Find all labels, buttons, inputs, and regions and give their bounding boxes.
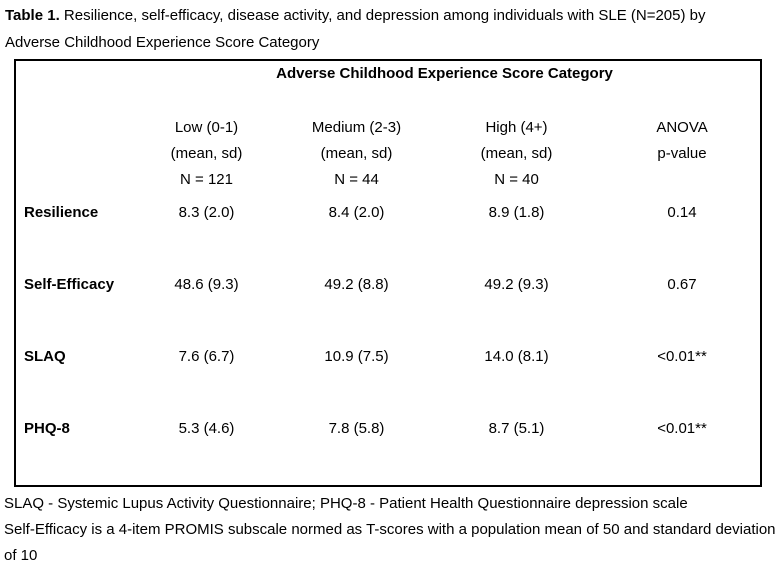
row-label-resilience: Resilience [24, 204, 99, 221]
row-label-slaq: SLAQ [24, 348, 66, 365]
phq8-high-value: 8.7 (5.1) [488, 420, 545, 437]
table-caption-line2: Adverse Childhood Experience Score Categ… [5, 34, 320, 51]
slaq-medium-value: 10.9 (7.5) [324, 348, 389, 365]
column-header-medium-line3: N = 44 [334, 171, 379, 188]
column-header-row: Low (0-1) (mean, sd) N = 121 Medium (2-3… [16, 113, 760, 197]
table-caption-line1: Resilience, self-efficacy, disease activ… [63, 7, 706, 24]
column-header-low: Low (0-1) (mean, sd) N = 121 [129, 113, 284, 197]
column-header-low-line2: (mean, sd) [170, 145, 243, 162]
self-efficacy-pvalue: 0.67 [667, 276, 697, 293]
column-header-high-line1: High (4+) [485, 119, 548, 136]
column-header-low-line3: N = 121 [180, 171, 233, 188]
table-row-slaq: SLAQ 7.6 (6.7) 10.9 (7.5) 14.0 (8.1) <0.… [16, 341, 760, 413]
resilience-medium-value: 8.4 (2.0) [328, 204, 385, 221]
column-header-low-line1: Low (0-1) [174, 119, 239, 136]
column-header-medium-line1: Medium (2-3) [311, 119, 402, 136]
row-label-self-efficacy: Self-Efficacy [24, 276, 115, 293]
column-header-high: High (4+) (mean, sd) N = 40 [429, 113, 604, 197]
table-border-box: Adverse Childhood Experience Score Categ… [14, 59, 762, 487]
span-header-spacer-cell [16, 61, 129, 113]
slaq-low-value: 7.6 (6.7) [178, 348, 235, 365]
stats-table: Adverse Childhood Experience Score Categ… [16, 61, 760, 485]
row-label-phq8: PHQ-8 [24, 420, 70, 437]
table-caption: Table 1. Resilience, self-efficacy, dise… [5, 2, 777, 56]
resilience-pvalue: 0.14 [667, 204, 697, 221]
slaq-high-value: 14.0 (8.1) [484, 348, 549, 365]
table-row-self-efficacy: Self-Efficacy 48.6 (9.3) 49.2 (8.8) 49.2… [16, 269, 760, 341]
phq8-medium-value: 7.8 (5.8) [328, 420, 385, 437]
span-header-cell: Adverse Childhood Experience Score Categ… [276, 65, 613, 82]
table-row-resilience: Resilience 8.3 (2.0) 8.4 (2.0) 8.9 (1.8)… [16, 197, 760, 269]
column-header-high-line3: N = 40 [494, 171, 539, 188]
column-header-spacer-cell [16, 113, 129, 197]
phq8-low-value: 5.3 (4.6) [178, 420, 235, 437]
column-header-medium: Medium (2-3) (mean, sd) N = 44 [284, 113, 429, 197]
resilience-low-value: 8.3 (2.0) [178, 204, 235, 221]
column-header-anova: ANOVA p-value [604, 113, 760, 197]
footnote-abbreviations: SLAQ - Systemic Lupus Activity Questionn… [4, 495, 688, 512]
column-header-high-line2: (mean, sd) [480, 145, 553, 162]
footnotes-block: SLAQ - Systemic Lupus Activity Questionn… [4, 491, 777, 562]
column-header-medium-line2: (mean, sd) [320, 145, 393, 162]
phq8-pvalue: <0.01** [657, 420, 707, 437]
column-header-anova-line1: ANOVA [656, 119, 708, 136]
self-efficacy-high-value: 49.2 (9.3) [484, 276, 549, 293]
slaq-pvalue: <0.01** [657, 348, 707, 365]
column-header-anova-line2: p-value [657, 145, 707, 162]
footnote-self-efficacy-norming: Self-Efficacy is a 4-item PROMIS subscal… [4, 521, 776, 562]
table-row-phq8: PHQ-8 5.3 (4.6) 7.8 (5.8) 8.7 (5.1) <0.0… [16, 413, 760, 485]
self-efficacy-low-value: 48.6 (9.3) [174, 276, 239, 293]
table-caption-label: Table 1. [5, 7, 60, 24]
span-header-row: Adverse Childhood Experience Score Categ… [16, 61, 760, 113]
self-efficacy-medium-value: 49.2 (8.8) [324, 276, 389, 293]
resilience-high-value: 8.9 (1.8) [488, 204, 545, 221]
